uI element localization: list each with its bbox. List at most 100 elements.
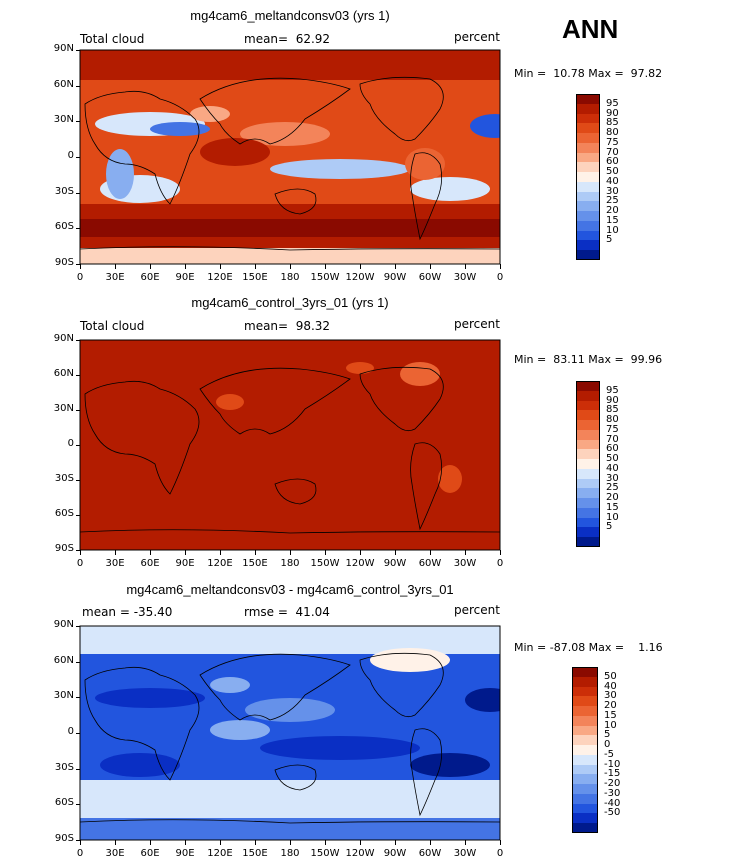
panel-3-colorbar-box [572, 686, 598, 697]
panel-1-ylabel: 30N [53, 114, 74, 126]
panel-3-xlabel: 90W [383, 848, 407, 859]
panel-2-units-label: percent [454, 317, 500, 331]
panel-3-ylabel: 30S [54, 761, 74, 773]
panel-1-ylabel: 90S [54, 257, 74, 268]
panel-3-colorbar-label: 20 [604, 700, 617, 712]
panel-1-ytick [76, 192, 80, 194]
panel-1-ytick [76, 228, 80, 230]
panel-3-xtick [290, 840, 291, 845]
panel-3-title: mg4cam6_meltandconsv03 - mg4cam6_control… [126, 582, 454, 597]
panel-3-colorbar-box [572, 676, 598, 687]
panel-3-colorbar-label: -10 [604, 758, 621, 770]
panel-2-colorbar-label: 50 [606, 453, 619, 465]
panel-2-colorbar-label: 40 [606, 462, 619, 474]
panel-1-colorbar-box [576, 220, 600, 232]
panel-3-xlabel: 150W [310, 848, 340, 859]
panel-3-xlabel: 150E [242, 848, 268, 859]
panel-2-xtick [220, 550, 221, 555]
panel-3-xtick [500, 840, 501, 845]
panel-3-xlabel: 0 [76, 848, 84, 859]
panel-3-colorbar-box [572, 803, 598, 814]
panel-3-mean-label: mean = -35.40 [82, 605, 173, 619]
panel-3-xlabel: 120W [345, 848, 375, 859]
panel-1-xlabel: 30W [453, 272, 477, 283]
panel-3-colorbar-box [572, 715, 598, 727]
panel-3-colorbar-box [572, 823, 598, 834]
panel-1-colorbar-label: 90 [606, 107, 619, 119]
panel-1-ylabel: 0 [67, 150, 74, 161]
panel-1-colorbar-label: 70 [606, 146, 619, 158]
panel-3-xlabel: 30E [105, 848, 125, 859]
panel-2-ylabel: 90S [54, 543, 74, 554]
panel-3-colorbar-label: -15 [604, 768, 621, 780]
panel-1-ylabel: 60N [53, 78, 74, 90]
panel-1-colorbar-label: 50 [606, 166, 619, 178]
panel-1-colorbar-box [576, 113, 600, 124]
panel-2-xtick [185, 550, 186, 555]
panel-3-rmse-label: rmse = 41.04 [244, 605, 330, 619]
panel-1-colorbar-label: 15 [606, 214, 619, 226]
panel-3-colorbar-label: 5 [604, 729, 611, 741]
panel-1-units-label: percent [454, 30, 500, 44]
panel-2-ylabel: 30N [53, 403, 74, 414]
panel-1-xtick [290, 264, 291, 269]
panel-3-xtick [115, 840, 116, 845]
panel-1-xlabel: 0 [76, 272, 84, 283]
panel-1-colorbar-box [576, 181, 600, 193]
panel-3-colorbar-label: 50 [604, 670, 617, 682]
panel-2-xlabel: 120W [345, 558, 375, 569]
panel-1-colorbar-box [576, 172, 600, 183]
panel-3-ylabel: 90S [54, 833, 74, 844]
panel-2-colorbar-label: 60 [606, 443, 619, 455]
panel-1-xtick [150, 264, 151, 269]
panel-3-colorbar-box [572, 725, 598, 736]
panel-1-colorbar-box [576, 152, 600, 163]
panel-2-colorbar-label: 90 [606, 394, 619, 406]
panel-3-colorbar-box [572, 667, 598, 678]
panel-2-colorbar-box [576, 498, 600, 509]
panel-2-xtick [150, 550, 151, 555]
panel-1-colorbar-label: 60 [606, 156, 619, 168]
panel-2-colorbar-label: 5 [606, 521, 613, 533]
panel-2-xlabel: 60W [418, 558, 442, 569]
panel-2-title: mg4cam6_control_3yrs_01 (yrs 1) [191, 295, 389, 310]
panel-3-xtick [80, 840, 81, 845]
panel-2-ytick [76, 340, 80, 341]
panel-2-colorbar-label: 30 [606, 472, 619, 484]
panel-3-ylabel: 90N [53, 619, 74, 630]
panel-1-xtick [220, 264, 221, 269]
panel-1-xtick [360, 264, 361, 269]
panel-3-ytick [76, 733, 80, 734]
panel-1-ylabel: 90N [53, 43, 74, 54]
panel-1-xtick [500, 264, 501, 269]
season-label: ANN [562, 14, 619, 44]
panel-1-title: mg4cam6_meltandconsv03 (yrs 1) [190, 8, 390, 23]
panel-3-colorbar-frame [572, 667, 598, 833]
panel-1-colorbar-box [576, 123, 600, 134]
panel-3-colorbar-label: 15 [604, 709, 617, 721]
panel-3-colorbar-label: 0 [604, 739, 611, 751]
panel-1-xlabel: 60E [140, 272, 160, 283]
panel-1-ylabel: 30S [54, 185, 74, 197]
panel-1-xtick [255, 264, 256, 269]
panel-2-xlabel: 150W [310, 558, 340, 569]
panel-3-colorbar-box [572, 706, 598, 717]
panel-1-colorbar-label: 5 [606, 234, 613, 246]
panel-3-colorbar-box [572, 754, 598, 766]
panel-1-colorbar-label: 80 [606, 127, 619, 139]
panel-2-colorbar-frame [576, 381, 600, 547]
panel-1-map [79, 49, 501, 265]
panel-2-ylabel: 30S [54, 473, 74, 484]
panel-2-minmax: Min = 83.11 Max = 99.96 [514, 353, 663, 366]
panel-2-xtick [395, 550, 396, 555]
panel-1-mean-label: mean= 62.92 [244, 32, 331, 46]
panel-3-ytick [76, 661, 80, 663]
panel-3-xlabel: 30W [453, 848, 477, 859]
panel-3-xtick [325, 840, 326, 845]
panel-3-ylabel: 60S [54, 797, 74, 809]
panel-3-colorbar-label: -40 [604, 797, 621, 809]
panel-3-xlabel: 120E [207, 848, 233, 859]
panel-2-ytick [76, 550, 80, 551]
panel-3-colorbar-label: -5 [604, 748, 614, 760]
panel-2-xtick [465, 550, 466, 555]
